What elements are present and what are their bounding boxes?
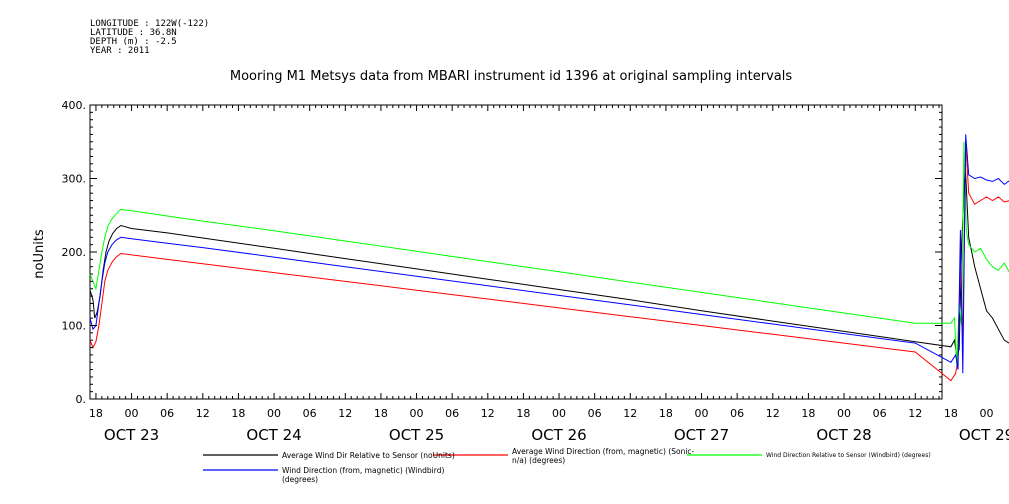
x-tick-label: 12	[481, 407, 495, 420]
x-tick-label: 00	[695, 407, 709, 420]
x-day-label: OCT 24	[246, 426, 301, 444]
x-tick-label: 06	[730, 407, 744, 420]
legend-label-1: Average Wind Direction (from, magnetic) …	[512, 447, 695, 465]
x-tick-label: 06	[160, 407, 174, 420]
x-tick-label: 18	[801, 407, 815, 420]
legend-label-0: Average Wind Dir Relative to Sensor (noU…	[282, 451, 455, 460]
series-line-2	[89, 141, 1009, 366]
plot-area	[89, 134, 1009, 382]
x-tick-label: 00	[267, 407, 281, 420]
x-tick-label: 18	[944, 407, 958, 420]
year-label: YEAR : 2011	[90, 46, 150, 56]
series-line-1	[89, 141, 1009, 382]
x-tick-label: 00	[410, 407, 424, 420]
x-tick-label: 18	[89, 407, 103, 420]
x-tick-label: 06	[588, 407, 602, 420]
x-day-label: OCT 27	[674, 426, 729, 444]
x-day-label: OCT 28	[816, 426, 871, 444]
legend	[203, 454, 762, 471]
x-day-label: OCT 25	[389, 426, 444, 444]
series-line-3	[89, 134, 1009, 374]
x-day-label: OCT 29	[959, 426, 1009, 444]
legend-label-2: Wind Direction Relative to Sensor (Windb…	[766, 452, 931, 459]
x-tick-label: 00	[552, 407, 566, 420]
x-tick-label: 12	[623, 407, 637, 420]
chart-title: Mooring M1 Metsys data from MBARI instru…	[230, 69, 792, 84]
x-tick-label: 12	[908, 407, 922, 420]
x-tick-label: 12	[196, 407, 210, 420]
y-tick-label: 100.	[62, 320, 87, 333]
x-tick-label: 00	[837, 407, 851, 420]
y-tick-label: 200.	[62, 246, 87, 259]
x-tick-label: 18	[374, 407, 388, 420]
y-tick-label: 400.	[62, 99, 87, 112]
plot-frame	[89, 104, 943, 400]
x-tick-label: 00	[125, 407, 139, 420]
x-day-label: OCT 23	[104, 426, 159, 444]
x-tick-label: 12	[338, 407, 352, 420]
axes: 0. 100. 200. 300. 400. 18 00 06 12 18 00 06 12 18 00 06…	[62, 99, 1009, 444]
depth-label: DEPTH (m) : -2.5	[90, 37, 177, 47]
x-tick-label: 12	[766, 407, 780, 420]
y-tick-label: 0.	[76, 393, 87, 406]
latitude-label: LATITUDE : 36.8N	[90, 28, 177, 38]
longitude-label: LONGITUDE : 122W(-122)	[90, 19, 210, 29]
x-tick-label: 06	[873, 407, 887, 420]
legend-label-3: Wind Direction (from, magnetic) (Windbir…	[282, 466, 445, 484]
y-axis-label: noUnits	[32, 229, 47, 279]
x-day-label: OCT 26	[531, 426, 586, 444]
x-tick-label: 18	[231, 407, 245, 420]
x-tick-label: 06	[445, 407, 459, 420]
x-tick-label: 06	[303, 407, 317, 420]
x-tick-label: 18	[659, 407, 673, 420]
y-tick-label: 300.	[62, 173, 87, 186]
x-tick-label: 18	[516, 407, 530, 420]
x-tick-label: 00	[980, 407, 994, 420]
